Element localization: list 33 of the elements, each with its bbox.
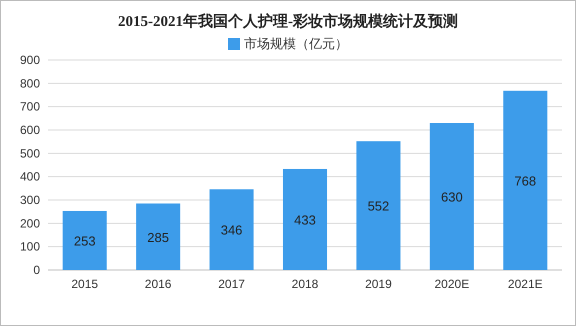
- x-tick-label: 2021E: [508, 277, 543, 291]
- data-label: 253: [74, 233, 96, 248]
- y-tick-label: 200: [20, 216, 40, 230]
- y-tick-label: 300: [20, 193, 40, 207]
- data-label: 285: [147, 230, 169, 245]
- chart-title: 2015-2021年我国个人护理-彩妆市场规模统计及预测: [118, 12, 458, 30]
- x-tick-label: 2017: [218, 277, 246, 291]
- data-label: 768: [514, 173, 536, 188]
- data-label: 552: [368, 198, 390, 214]
- y-tick-label: 800: [20, 76, 40, 90]
- y-tick-label: 100: [20, 240, 40, 254]
- x-tick-label: 2018: [292, 277, 319, 291]
- x-tick-label: 2019: [365, 277, 392, 291]
- bar: [62, 210, 107, 270]
- x-tick-label: 2016: [144, 277, 172, 291]
- data-label: 346: [220, 222, 242, 238]
- y-tick-label: 500: [20, 146, 40, 160]
- x-tick-label: 2015: [71, 277, 98, 291]
- bar: [210, 189, 254, 270]
- y-tick-label: 900: [20, 53, 40, 67]
- y-tick-label: 700: [20, 100, 40, 114]
- bar: [356, 141, 400, 270]
- data-label: 630: [441, 190, 463, 204]
- y-tick-label: 600: [20, 123, 40, 137]
- bar: [430, 123, 474, 270]
- legend-label: 市场规模（亿元）: [244, 36, 348, 51]
- bar: [503, 90, 548, 270]
- data-label: 433: [294, 212, 316, 228]
- y-tick-label: 400: [20, 170, 40, 184]
- bar: [282, 168, 328, 270]
- x-tick-label: 2020E: [434, 277, 470, 291]
- bar: [136, 204, 180, 270]
- y-tick-label: 0: [33, 263, 40, 277]
